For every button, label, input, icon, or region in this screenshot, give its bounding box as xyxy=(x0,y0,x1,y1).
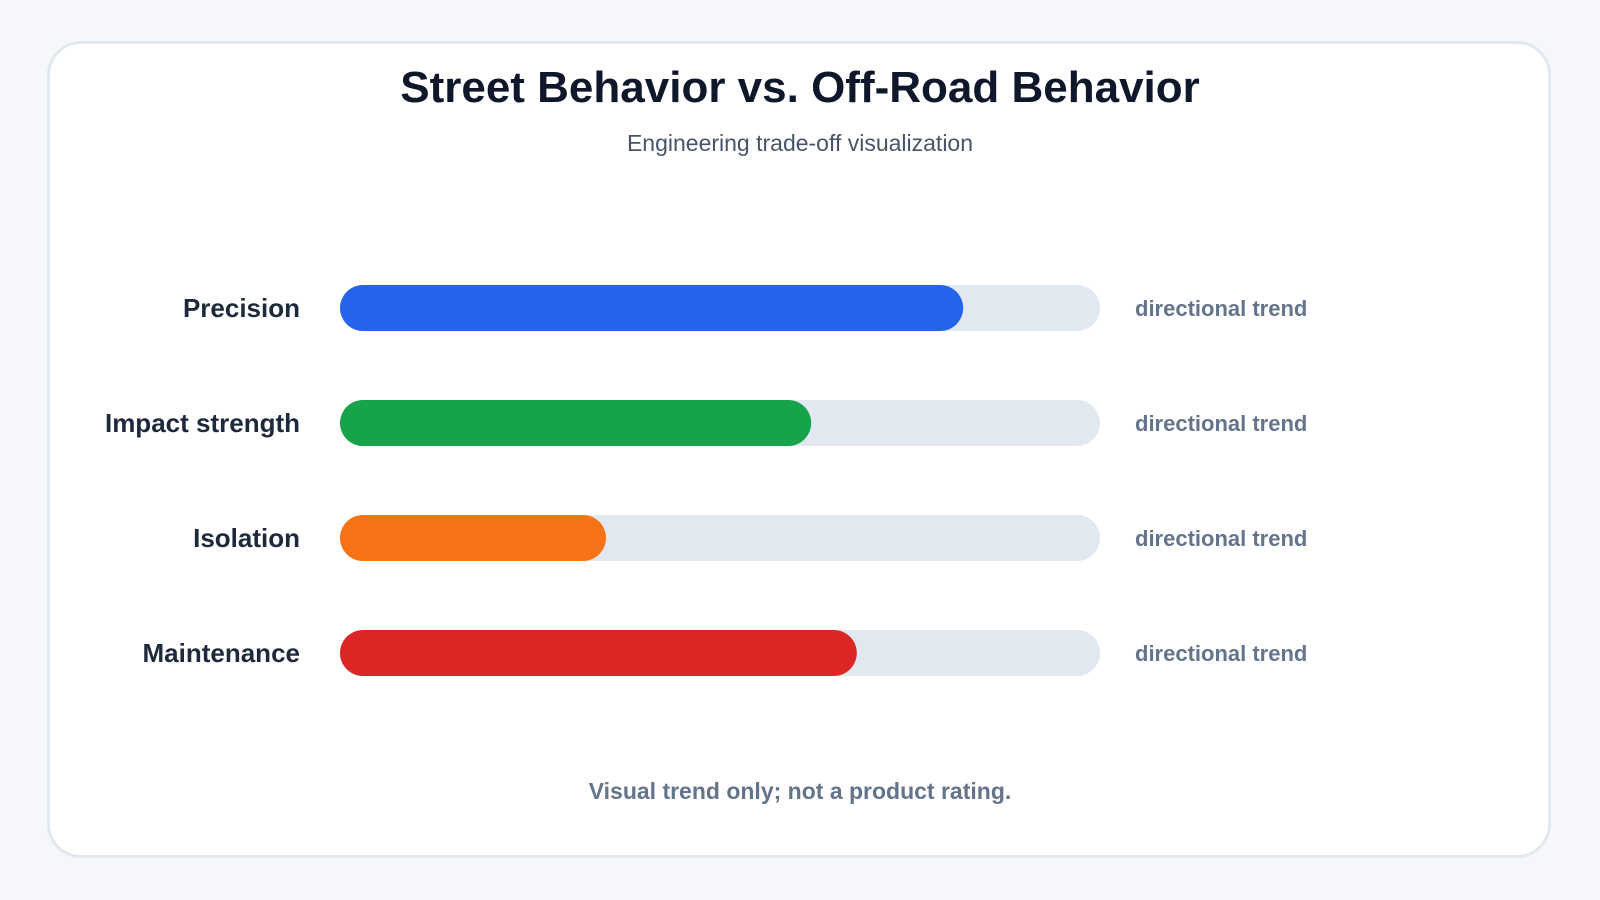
category-label: Precision xyxy=(183,293,300,323)
chart-title: Street Behavior vs. Off-Road Behavior xyxy=(400,63,1200,112)
chart-footnote: Visual trend only; not a product rating. xyxy=(588,778,1012,804)
chart-card xyxy=(47,41,1551,858)
category-label: Impact strength xyxy=(105,408,300,438)
bar-row-precision: Precision directional trend xyxy=(183,285,1307,331)
bar xyxy=(340,630,857,676)
value-label: directional trend xyxy=(1135,411,1307,436)
chart-subtitle: Engineering trade-off visualization xyxy=(626,130,974,156)
value-label: directional trend xyxy=(1135,296,1307,321)
value-label: directional trend xyxy=(1135,526,1307,551)
bar-row-maintenance: Maintenance directional trend xyxy=(143,630,1307,676)
bar-row-impact-strength: Impact strength directional trend xyxy=(105,400,1307,446)
value-label: directional trend xyxy=(1135,641,1307,666)
category-label: Maintenance xyxy=(143,638,301,668)
bar xyxy=(340,400,812,446)
category-label: Isolation xyxy=(193,523,300,553)
bar xyxy=(340,515,606,561)
bar-row-isolation: Isolation directional trend xyxy=(193,515,1307,561)
bar xyxy=(340,285,964,331)
